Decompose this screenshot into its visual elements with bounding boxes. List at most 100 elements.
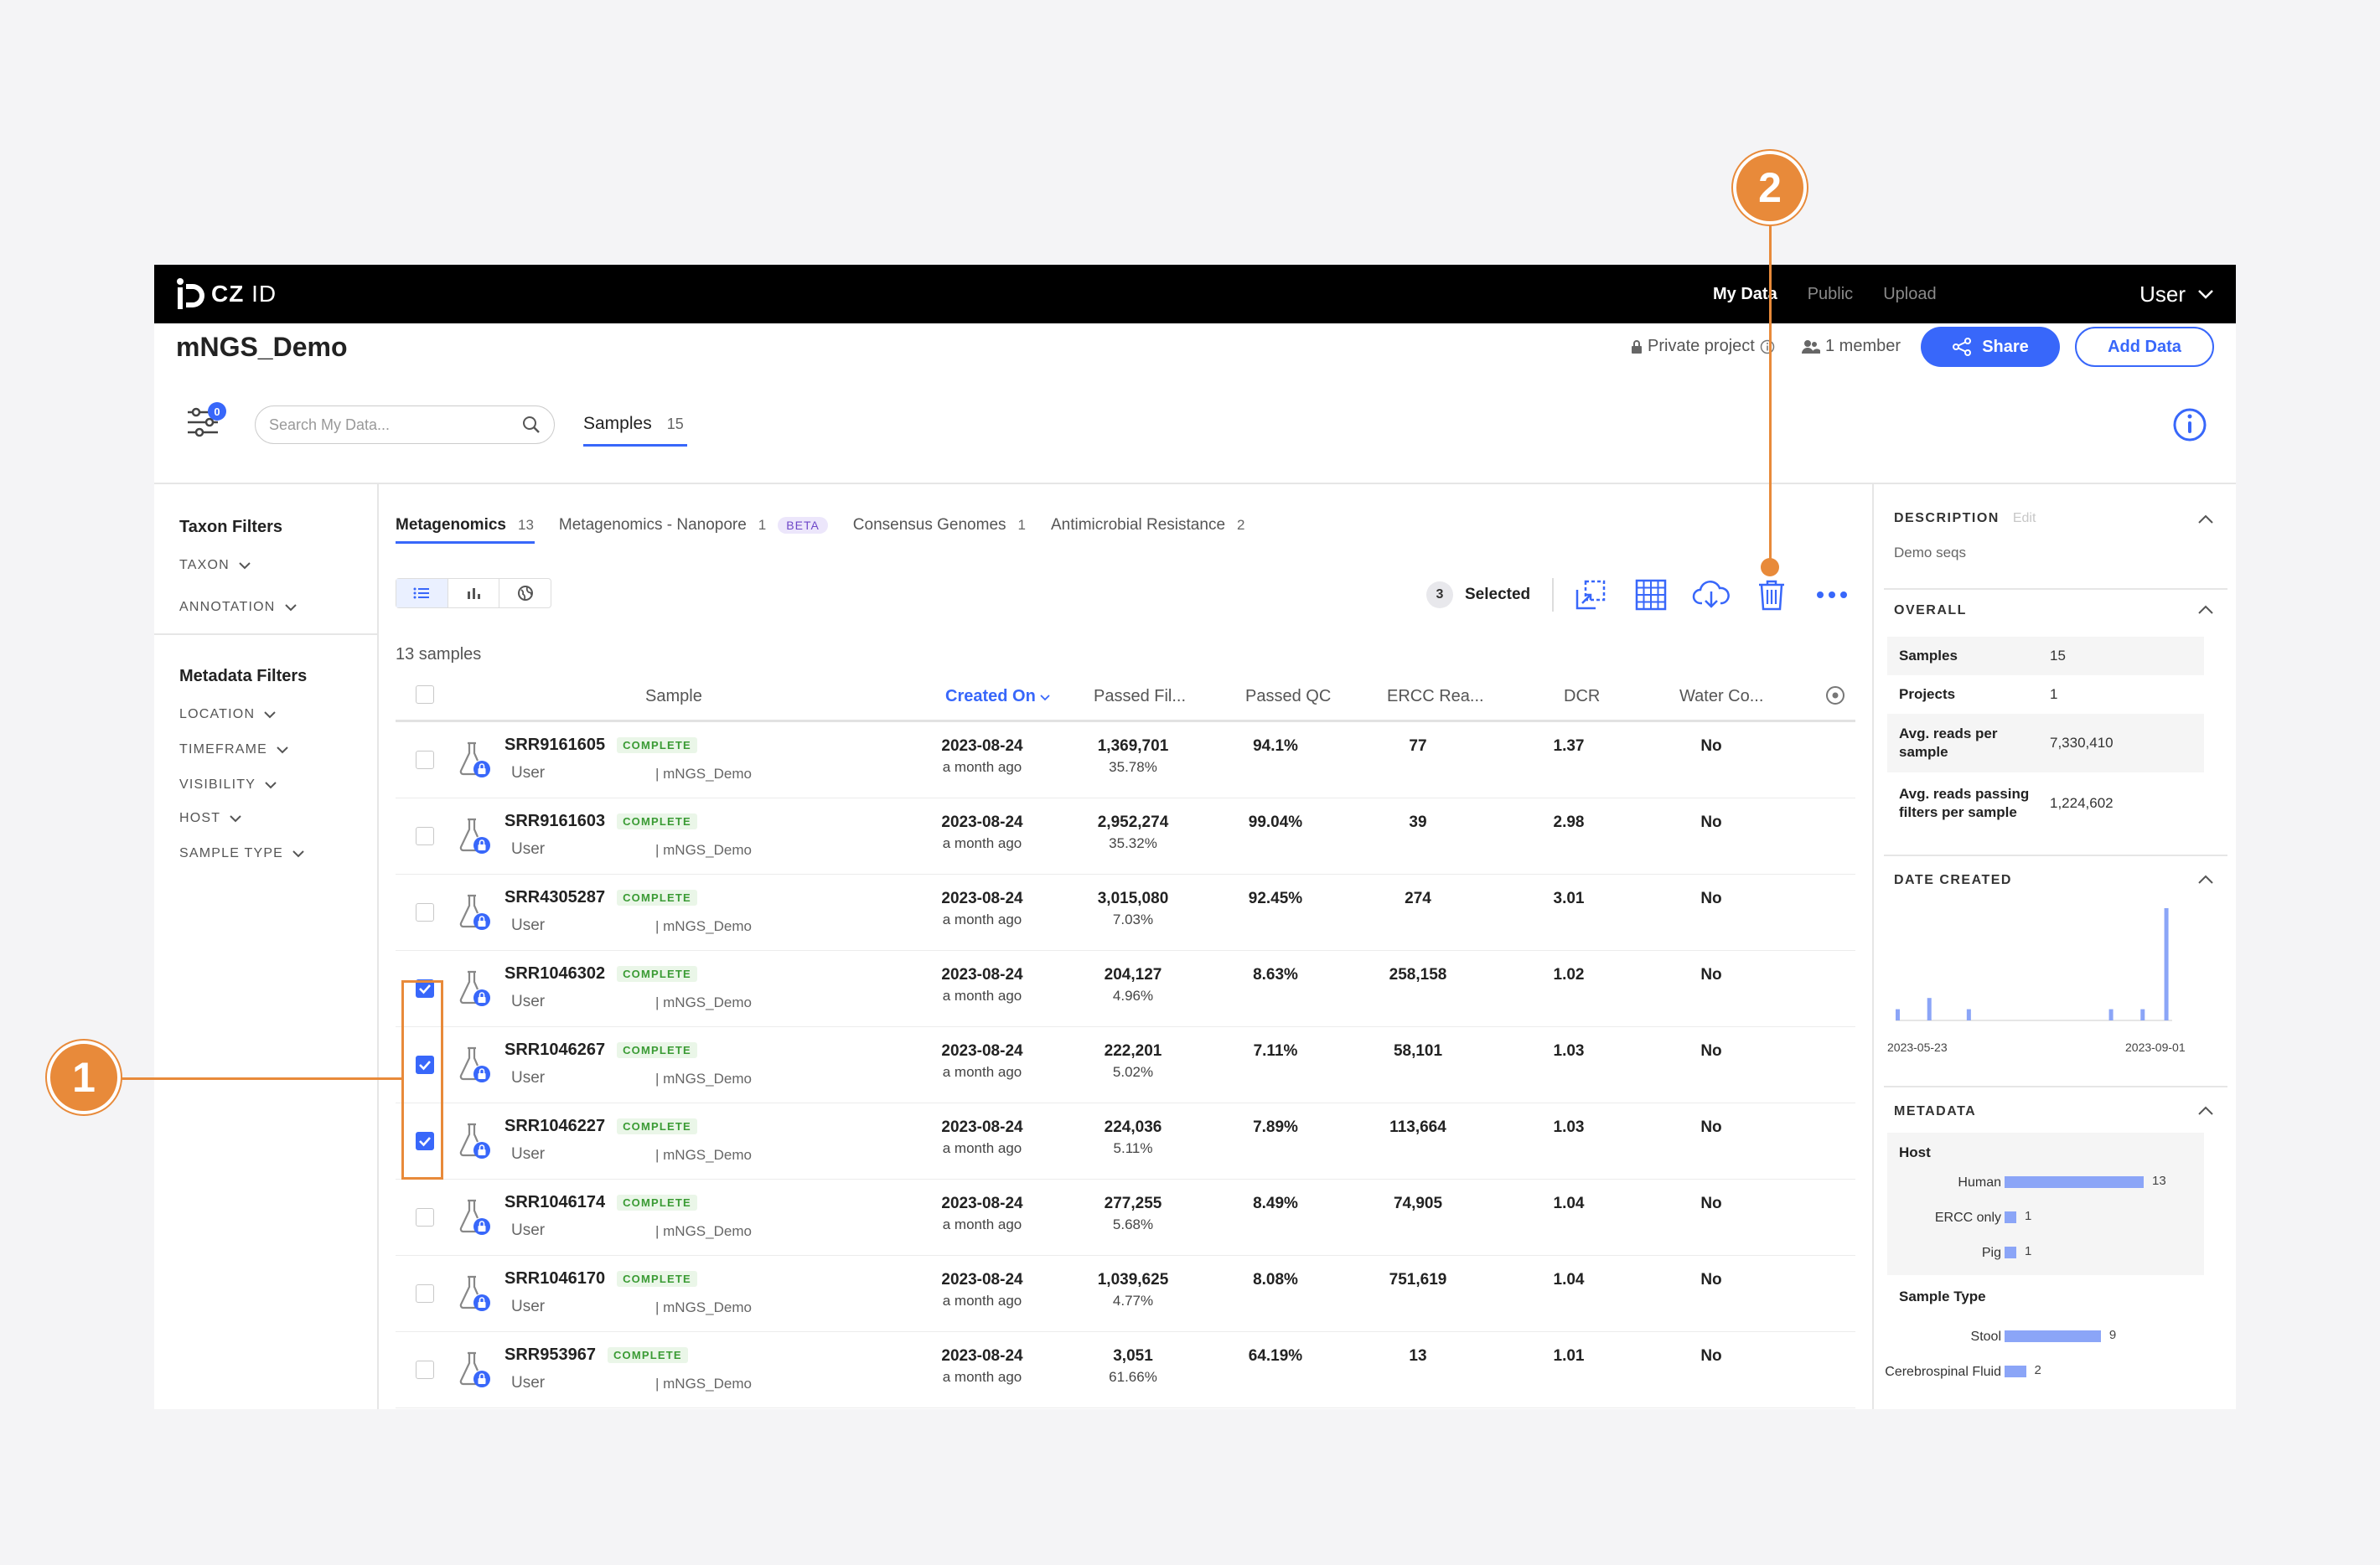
sample-user: User (511, 764, 546, 782)
table-view-button[interactable] (396, 579, 448, 607)
dcr-cell: 2.98 (1553, 813, 1585, 831)
nav-upload[interactable]: Upload (1883, 284, 1937, 303)
col-passed-qc[interactable]: Passed QC (1245, 687, 1332, 705)
user-menu[interactable]: User (2139, 265, 2214, 323)
nav-public[interactable]: Public (1807, 284, 1854, 303)
filter-location[interactable]: LOCATION (179, 707, 277, 722)
filter-taxon[interactable]: TAXON (179, 558, 251, 573)
sample-name-group[interactable]: SRR1046227 COMPLETE (504, 1117, 697, 1136)
filter-sample-type[interactable]: SAMPLE TYPE (179, 846, 305, 861)
edit-description-link[interactable]: Edit (2012, 511, 2036, 525)
sample-name: SRR1046267 (504, 1041, 606, 1059)
row-checkbox[interactable] (416, 1284, 434, 1303)
table-row[interactable]: SRR4305287 COMPLETE User | mNGS_Demo 202… (396, 875, 1855, 951)
more-actions-button[interactable] (1812, 575, 1852, 615)
histogram-bar[interactable] (2164, 908, 2169, 1020)
sample-name-group[interactable]: SRR9161605 COMPLETE (504, 736, 697, 755)
histogram-bar[interactable] (2140, 1009, 2145, 1020)
sample-name-group[interactable]: SRR953967 COMPLETE (504, 1345, 688, 1365)
table-row[interactable]: SRR1046174 COMPLETE User | mNGS_Demo 202… (396, 1180, 1855, 1256)
header-divider (154, 483, 2236, 484)
col-sample[interactable]: Sample (645, 687, 702, 705)
select-all-checkbox[interactable] (416, 685, 434, 704)
info-panel-toggle-icon[interactable] (2172, 407, 2207, 442)
row-checkbox[interactable] (416, 827, 434, 845)
histogram-bar[interactable] (1896, 1009, 1900, 1020)
created-ago: a month ago (942, 759, 1022, 775)
sample-name-group[interactable]: SRR4305287 COMPLETE (504, 888, 697, 907)
created-date: 2023-08-24 (941, 966, 1023, 984)
privacy-info[interactable]: Private project (1631, 337, 1775, 356)
metadata-bar[interactable] (2005, 1330, 2101, 1342)
nav-my-data[interactable]: My Data (1713, 284, 1777, 303)
row-checkbox[interactable] (416, 979, 434, 998)
samples-tab-count: 15 (666, 416, 684, 432)
metadata-bar[interactable] (2005, 1247, 2016, 1258)
table-row[interactable]: SRR1046302 COMPLETE User | mNGS_Demo 202… (396, 951, 1855, 1027)
sample-name-group[interactable]: SRR1046170 COMPLETE (504, 1269, 697, 1289)
col-ercc[interactable]: ERCC Rea... (1387, 687, 1484, 705)
delete-button[interactable] (1751, 575, 1792, 615)
sample-name-group[interactable]: SRR1046302 COMPLETE (504, 964, 697, 984)
tab-metagenomics[interactable]: Metagenomics 13 (396, 516, 534, 535)
sample-name-group[interactable]: SRR1046267 COMPLETE (504, 1041, 697, 1060)
col-passed-filters[interactable]: Passed Fil... (1094, 687, 1187, 705)
sample-type-title: Sample Type (1899, 1289, 1986, 1304)
metadata-bar[interactable] (2005, 1366, 2026, 1377)
plot-view-button[interactable] (448, 579, 500, 607)
table-row[interactable]: SRR9161603 COMPLETE User | mNGS_Demo 202… (396, 798, 1855, 875)
col-water-control[interactable]: Water Co... (1679, 687, 1764, 705)
filter-visibility[interactable]: VISIBILITY (179, 777, 277, 793)
row-checkbox[interactable] (416, 1056, 434, 1074)
filter-host[interactable]: HOST (179, 811, 242, 826)
filter-annotation[interactable]: ANNOTATION (179, 600, 298, 615)
row-checkbox[interactable] (416, 1132, 434, 1150)
metadata-bar[interactable] (2005, 1211, 2016, 1223)
histogram-bar[interactable] (2108, 1009, 2114, 1020)
info-icon (1760, 339, 1775, 354)
bulk-kickoff-button[interactable] (1570, 575, 1611, 615)
heatmap-button[interactable] (1631, 575, 1671, 615)
add-data-button[interactable]: Add Data (2075, 327, 2214, 367)
tab-samples[interactable]: Samples 15 (583, 414, 684, 434)
flask-lock-icon (459, 1123, 490, 1159)
metadata-bar[interactable] (2005, 1176, 2144, 1188)
column-settings-icon[interactable] (1825, 685, 1845, 705)
table-row[interactable]: SRR953967 COMPLETE User | mNGS_Demo 2023… (396, 1332, 1855, 1408)
chevron-up-icon[interactable] (2197, 603, 2214, 615)
table-row[interactable]: SRR1046227 COMPLETE User | mNGS_Demo 202… (396, 1103, 1855, 1180)
map-view-button[interactable] (499, 579, 551, 607)
sample-name-group[interactable]: SRR9161603 COMPLETE (504, 812, 697, 831)
created-ago: a month ago (942, 1064, 1022, 1080)
table-row[interactable]: SRR1046267 COMPLETE User | mNGS_Demo 202… (396, 1027, 1855, 1103)
row-checkbox[interactable] (416, 1361, 434, 1379)
water-control-cell: No (1700, 813, 1722, 831)
download-button[interactable] (1691, 575, 1731, 615)
logo[interactable]: CZ ID (176, 276, 277, 312)
nav-links: My Data Public Upload (1713, 265, 1937, 323)
chevron-up-icon[interactable] (2197, 513, 2214, 524)
search-input[interactable]: Search My Data... (255, 405, 555, 444)
sample-name-group[interactable]: SRR1046174 COMPLETE (504, 1193, 697, 1212)
histogram-bar[interactable] (1927, 998, 1932, 1020)
sample-project: | mNGS_Demo (655, 1071, 752, 1087)
row-checkbox[interactable] (416, 1208, 434, 1227)
histogram-bar[interactable] (1966, 1009, 1971, 1020)
table-row[interactable]: SRR1046170 COMPLETE User | mNGS_Demo 202… (396, 1256, 1855, 1332)
chevron-up-icon[interactable] (2197, 873, 2214, 885)
samples-table: Sample Created On Passed Fil... Passed Q… (396, 670, 1855, 1408)
col-dcr[interactable]: DCR (1564, 687, 1601, 705)
row-checkbox[interactable] (416, 903, 434, 922)
stat-value: 1,224,602 (2050, 795, 2114, 811)
tab-antimicrobial-resistance[interactable]: Antimicrobial Resistance 2 (1051, 516, 1245, 535)
tab-metagenomics-nanopore[interactable]: Metagenomics - Nanopore 1 BETA (559, 516, 828, 535)
chevron-up-icon[interactable] (2197, 1104, 2214, 1116)
share-button[interactable]: Share (1921, 327, 2060, 367)
tab-consensus-genomes[interactable]: Consensus Genomes 1 (853, 516, 1026, 535)
col-created-on[interactable]: Created On (945, 687, 1051, 706)
filter-timeframe[interactable]: TIMEFRAME (179, 742, 289, 757)
info-panel: DESCRIPTION Edit Demo seqs OVERALL Sample… (1872, 484, 2236, 1409)
row-checkbox[interactable] (416, 751, 434, 769)
table-row[interactable]: SRR9161605 COMPLETE User | mNGS_Demo 202… (396, 722, 1855, 798)
members-info[interactable]: 1 member (1802, 337, 1901, 356)
